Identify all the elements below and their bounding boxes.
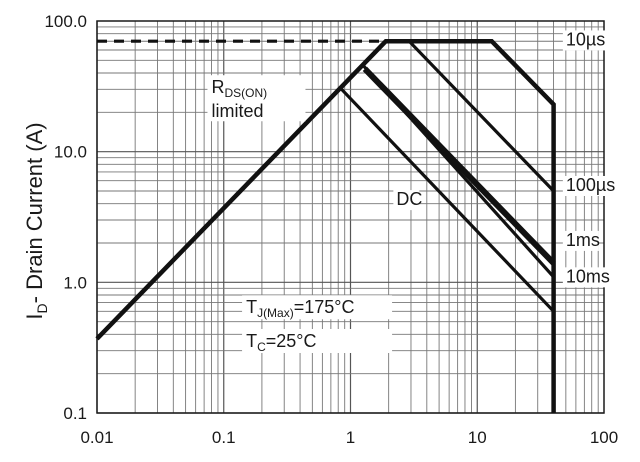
y-tick-label: 1.0 [63,273,87,292]
series-label-bg [562,230,599,251]
series-line-10s [95,39,556,413]
rds-note-bg [207,75,306,122]
series-label-bg [393,190,420,211]
series-line-dc [340,88,555,313]
x-tick-label: 100 [590,428,618,447]
tick-labels: 0.01 0.1 1 10 100 0.1 1.0 10.0 100.0 ID- Drain Cu… [22,12,618,447]
series-label-100s: 100µs [566,175,615,195]
tj-note-bg [242,295,393,320]
plot-frame [96,20,605,414]
x-tick-label: 0.01 [80,428,113,447]
series-label-10s: 10µs [566,29,605,49]
x-tick-label: 1 [346,428,355,447]
y-tick-label: 0.1 [63,404,87,423]
series-label-bg [562,176,619,197]
rds-limited-label: limited [211,101,263,121]
series-lines [95,38,556,413]
series-label-1ms: 1ms [566,230,600,250]
y-tick-label: 100.0 [44,12,87,31]
y-axis-title: ID- Drain Current (A) [22,122,50,319]
y-tick-label: 10.0 [54,143,87,162]
series-label-dc: DC [396,189,422,209]
series-line-10ms [361,64,555,278]
series-label-bg [562,30,609,51]
tc-note-bg [242,328,393,353]
tj-condition-label: TJ(Max)=175°C [246,297,354,320]
labels: 10µs 100µs 1ms 10ms DC RDS(ON)limited TJ(Max)=… [207,29,619,354]
series-label-10ms: 10ms [566,266,610,286]
series-label-bg [562,267,609,288]
x-tick-label: 10 [468,428,487,447]
soa-boundary-line [95,38,556,413]
x-tick-label: 0.1 [212,428,236,447]
rds-on-label: RDS(ON) [211,77,267,100]
tc-condition-label: TC=25°C [246,331,316,354]
